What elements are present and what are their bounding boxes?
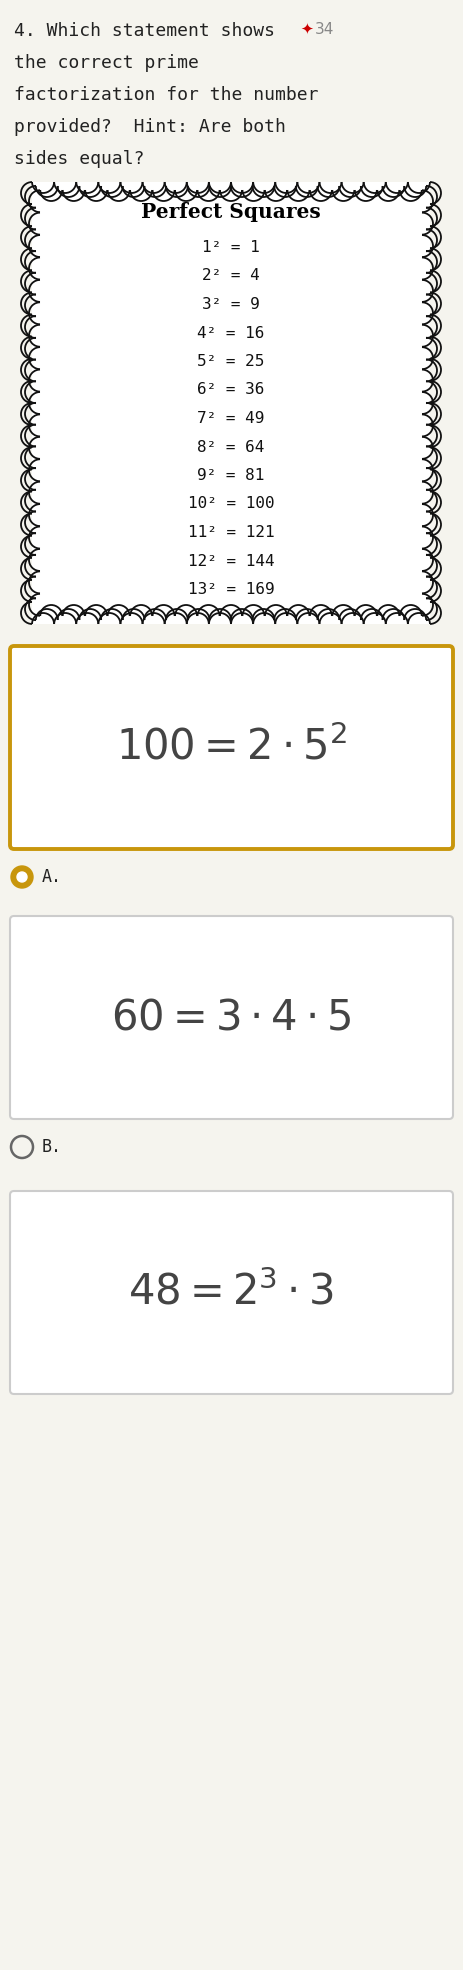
Text: $48 = 2^3 \cdot 3$: $48 = 2^3 \cdot 3$	[128, 1271, 334, 1314]
Text: Perfect Squares: Perfect Squares	[141, 203, 321, 223]
Text: A.: A.	[42, 869, 62, 886]
Circle shape	[11, 867, 33, 888]
FancyBboxPatch shape	[32, 181, 430, 624]
Text: 13² = 169: 13² = 169	[188, 581, 274, 597]
FancyBboxPatch shape	[10, 916, 453, 1119]
Text: 4² = 16: 4² = 16	[197, 325, 265, 341]
Text: 3² = 9: 3² = 9	[202, 297, 260, 311]
Text: sides equal?: sides equal?	[14, 150, 144, 167]
Text: 2² = 4: 2² = 4	[202, 268, 260, 284]
FancyBboxPatch shape	[10, 646, 453, 849]
Text: 6² = 36: 6² = 36	[197, 382, 265, 398]
Text: 8² = 64: 8² = 64	[197, 439, 265, 455]
Text: 11² = 121: 11² = 121	[188, 524, 274, 540]
FancyBboxPatch shape	[10, 1192, 453, 1395]
Text: 7² = 49: 7² = 49	[197, 412, 265, 426]
Text: ✦: ✦	[300, 22, 313, 37]
Text: 10² = 100: 10² = 100	[188, 496, 274, 512]
Text: $60 = 3 \cdot 4 \cdot 5$: $60 = 3 \cdot 4 \cdot 5$	[111, 997, 351, 1038]
Text: 34: 34	[315, 22, 334, 37]
Text: 1² = 1: 1² = 1	[202, 240, 260, 254]
Text: the correct prime: the correct prime	[14, 53, 199, 73]
Text: provided?  Hint: Are both: provided? Hint: Are both	[14, 118, 286, 136]
Text: factorization for the number: factorization for the number	[14, 87, 319, 104]
Text: B.: B.	[42, 1139, 62, 1156]
Text: 9² = 81: 9² = 81	[197, 469, 265, 483]
Text: 5² = 25: 5² = 25	[197, 355, 265, 368]
Text: 12² = 144: 12² = 144	[188, 554, 274, 569]
Text: 4. Which statement shows: 4. Which statement shows	[14, 22, 275, 39]
Circle shape	[17, 873, 27, 883]
Text: $100 = 2 \cdot 5^2$: $100 = 2 \cdot 5^2$	[115, 727, 346, 768]
